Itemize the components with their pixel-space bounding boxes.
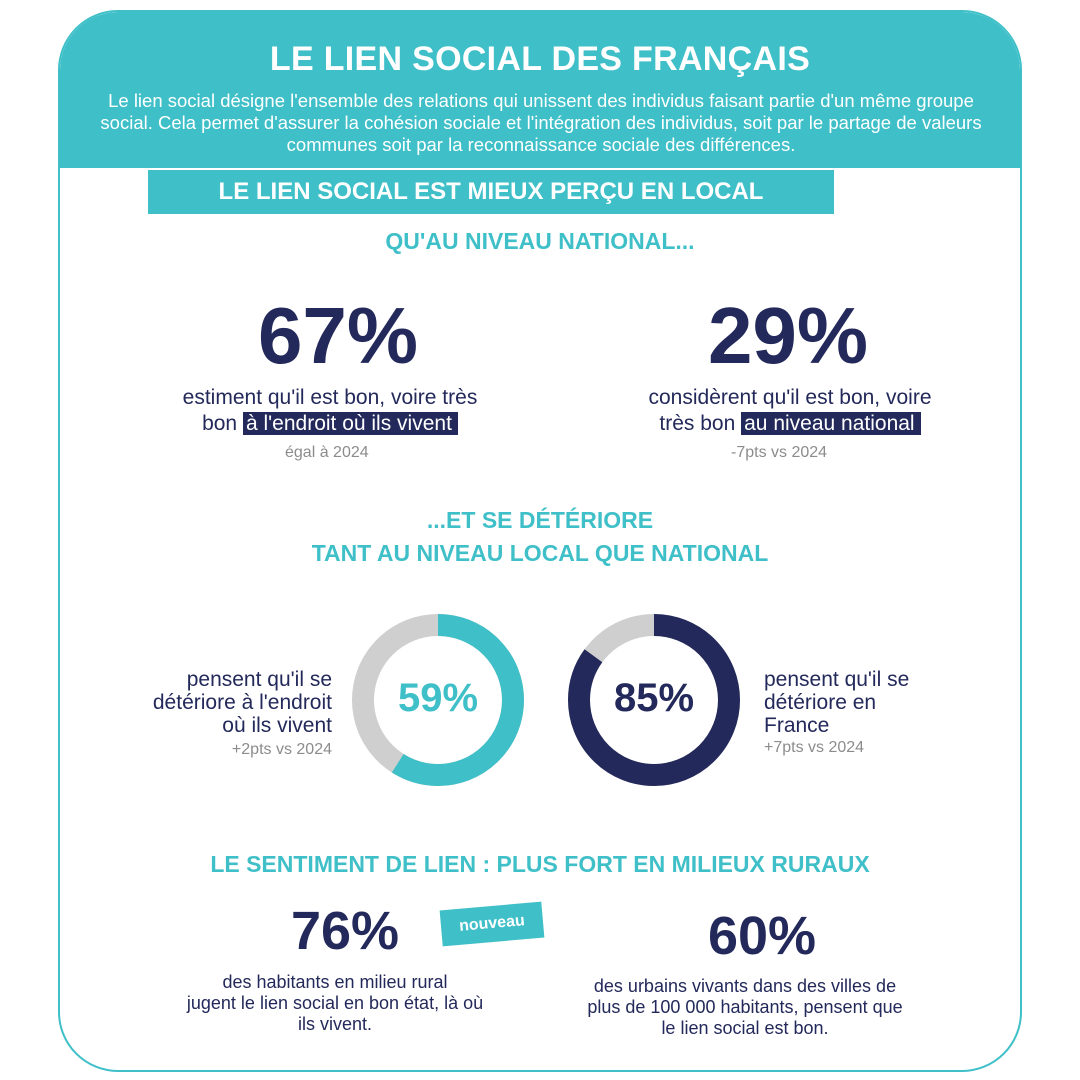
stat-national-value: 29% xyxy=(707,291,869,380)
donut-france-desc-line2: détériore en xyxy=(764,691,877,714)
intro-text: Le lien social désigne l'ensemble des re… xyxy=(100,90,982,155)
section3-title: LE SENTIMENT DE LIEN : PLUS FORT EN MILI… xyxy=(210,851,870,877)
stat-national-desc-line1: considèrent qu'il est bon, voire xyxy=(648,386,932,409)
donut-local-delta: +2pts vs 2024 xyxy=(231,741,332,758)
stat-local-desc: estiment qu'il est bon, voire très bon à… xyxy=(130,385,530,437)
stat-local-desc-line1: estiment qu'il est bon, voire très xyxy=(182,386,478,409)
donut-france-desc: pensent qu'il se détériore en France xyxy=(764,668,1000,737)
stat-local-desc-line2: bon à l'endroit où ils vivent xyxy=(130,411,530,437)
section1-title-box: LE LIEN SOCIAL EST MIEUX PERÇU EN LOCAL xyxy=(148,170,834,214)
header-banner: LE LIEN SOCIAL DES FRANÇAIS Le lien soci… xyxy=(60,12,1020,168)
donut-france-desc-line3: France xyxy=(764,714,830,737)
section2-title-line2: TANT AU NIVEAU LOCAL QUE NATIONAL xyxy=(311,540,769,566)
donut-france-arc xyxy=(568,614,740,786)
stat-rural-desc-line3: ils vivent. xyxy=(297,1014,373,1034)
donut-local-desc: pensent qu'il se détériore à l'endroit o… xyxy=(96,668,332,737)
stat-local-desc-plain: bon xyxy=(202,412,238,435)
donut-local-desc-line1: pensent qu'il se xyxy=(186,668,332,691)
stat-national-desc-plain: très bon xyxy=(659,412,736,435)
donut-france-value: 85% xyxy=(613,676,695,720)
stat-urban-desc: des urbains vivants dans des villes de p… xyxy=(560,976,930,1039)
stat-national-desc-line2: très bon au niveau national xyxy=(585,411,995,437)
section1-subtitle: QU'AU NIVEAU NATIONAL... xyxy=(385,228,695,254)
stat-national-desc: considèrent qu'il est bon, voire très bo… xyxy=(585,385,995,437)
stat-urban-value: 60% xyxy=(707,906,817,966)
stat-national-highlight: au niveau national xyxy=(741,412,921,435)
page-title: LE LIEN SOCIAL DES FRANÇAIS xyxy=(269,40,811,78)
donut-local-desc-line3: où ils vivent xyxy=(222,714,332,737)
section2-title-line1: ...ET SE DÉTÉRIORE xyxy=(426,507,654,533)
stat-rural-value: 76% xyxy=(290,901,400,961)
stat-rural-desc: des habitants en milieu rural jugent le … xyxy=(150,972,520,1035)
stat-local-value: 67% xyxy=(257,291,419,380)
donut-local-desc-line2: détériore à l'endroit xyxy=(152,691,332,714)
donut-local-arc xyxy=(352,614,524,786)
donut-france-delta: +7pts vs 2024 xyxy=(764,739,865,756)
donut-chart-france xyxy=(568,614,740,786)
donut-local-value: 59% xyxy=(397,676,479,720)
stat-local-delta: égal à 2024 xyxy=(285,444,369,461)
stat-urban-desc-line2: plus de 100 000 habitants, pensent que xyxy=(587,997,903,1017)
donut-chart-local xyxy=(352,614,524,786)
stat-urban-desc-line3: le lien social est bon. xyxy=(661,1018,829,1038)
stat-local-highlight: à l'endroit où ils vivent xyxy=(242,412,458,435)
donut-france-desc-line1: pensent qu'il se xyxy=(764,668,910,691)
stat-rural-desc-line1: des habitants en milieu rural xyxy=(222,972,448,992)
stat-national-delta: -7pts vs 2024 xyxy=(731,444,828,461)
stat-rural-desc-line2: jugent le lien social en bon état, là où xyxy=(186,993,484,1013)
stat-urban-desc-line1: des urbains vivants dans des villes de xyxy=(593,976,897,996)
